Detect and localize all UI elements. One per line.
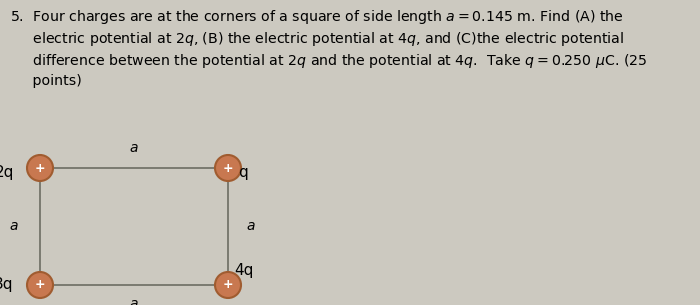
Text: difference between the potential at 2$q$ and the potential at 4$q$.  Take $q = 0: difference between the potential at 2$q$… [10, 52, 648, 70]
Text: +: + [35, 278, 46, 292]
Text: 5.  Four charges are at the corners of a square of side length $a = 0.145$ m. Fi: 5. Four charges are at the corners of a … [10, 8, 624, 26]
Circle shape [27, 155, 53, 181]
Circle shape [215, 272, 241, 298]
Text: points): points) [10, 74, 82, 88]
Text: a: a [130, 141, 139, 155]
Text: +: + [223, 278, 233, 292]
Text: electric potential at 2$q$, (B) the electric potential at 4$q$, and (C)the elect: electric potential at 2$q$, (B) the elec… [10, 30, 624, 48]
Text: +: + [35, 162, 46, 174]
Text: a: a [10, 219, 18, 233]
Text: a: a [130, 297, 139, 305]
Circle shape [27, 272, 53, 298]
Text: 2q: 2q [0, 164, 14, 180]
Circle shape [215, 155, 241, 181]
Text: 4q: 4q [234, 264, 253, 278]
Text: q: q [238, 164, 248, 180]
Text: a: a [246, 219, 255, 233]
Text: +: + [223, 162, 233, 174]
Text: 3q: 3q [0, 277, 13, 292]
